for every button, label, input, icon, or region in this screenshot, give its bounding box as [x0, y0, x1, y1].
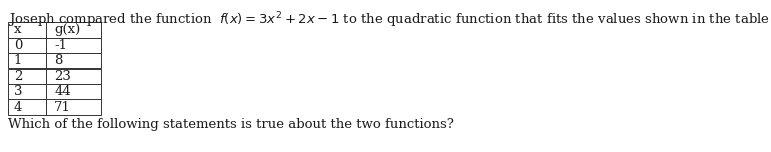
Bar — [46, 22, 101, 38]
Text: -1: -1 — [54, 39, 67, 52]
Bar — [8, 69, 46, 84]
Text: Which of the following statements is true about the two functions?: Which of the following statements is tru… — [8, 118, 454, 131]
Text: 4: 4 — [14, 101, 22, 114]
Text: 2: 2 — [14, 70, 22, 83]
Bar — [46, 38, 101, 53]
Text: g(x): g(x) — [54, 23, 80, 36]
Text: 71: 71 — [54, 101, 71, 114]
Text: 8: 8 — [54, 54, 62, 67]
Text: Joseph compared the function  $f(x) = 3x^{2} + 2x - 1$ to the quadratic function: Joseph compared the function $f(x) = 3x^… — [8, 10, 771, 30]
Bar — [46, 84, 101, 100]
Text: 0: 0 — [14, 39, 22, 52]
Text: 44: 44 — [54, 85, 71, 98]
Bar — [46, 100, 101, 115]
Bar — [8, 100, 46, 115]
Bar — [8, 38, 46, 53]
Bar — [8, 84, 46, 100]
Text: x: x — [14, 23, 21, 36]
Text: 1: 1 — [14, 54, 22, 67]
Text: 3: 3 — [14, 85, 22, 98]
Bar — [8, 53, 46, 69]
Bar — [46, 69, 101, 84]
Bar — [8, 22, 46, 38]
Text: 23: 23 — [54, 70, 71, 83]
Bar — [46, 53, 101, 69]
